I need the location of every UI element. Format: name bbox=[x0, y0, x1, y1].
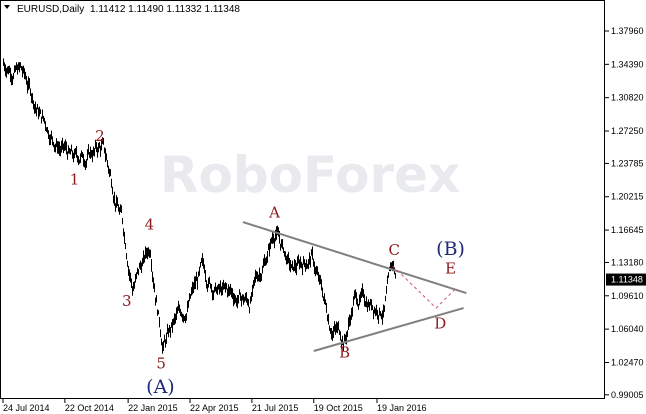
y-tick-label: 1.13180 bbox=[611, 257, 644, 267]
trendline bbox=[313, 307, 464, 352]
x-tick-label: 22 Apr 2015 bbox=[190, 403, 239, 413]
wave-label: 2 bbox=[95, 127, 105, 145]
current-price-label: 1.11348 bbox=[611, 275, 643, 285]
wave-label: (A) bbox=[146, 376, 175, 398]
y-tick-label: 1.16645 bbox=[611, 225, 644, 235]
y-tick-label: 1.34390 bbox=[611, 59, 644, 69]
current-price-marker bbox=[606, 273, 646, 286]
ohlc-readout: 1.11412 1.11490 1.11332 1.11348 bbox=[90, 4, 240, 15]
plot-frame bbox=[0, 0, 605, 399]
watermark-logo: RoboForex bbox=[160, 146, 460, 204]
y-tick-label: 1.09610 bbox=[611, 291, 644, 301]
wave-label: E bbox=[445, 259, 456, 277]
y-tick-label: 1.23785 bbox=[611, 158, 644, 168]
wave-label: (B) bbox=[436, 238, 465, 260]
x-tick-label: 19 Jan 2016 bbox=[377, 403, 427, 413]
wave-label: 1 bbox=[70, 171, 80, 189]
y-tick-label: 1.06040 bbox=[611, 324, 644, 334]
wave-label: B bbox=[339, 344, 350, 362]
x-tick-label: 19 Oct 2015 bbox=[314, 403, 363, 413]
x-tick-label: 24 Jul 2014 bbox=[3, 403, 50, 413]
wave-label: 4 bbox=[145, 216, 155, 234]
x-tick-label: 22 Oct 2014 bbox=[65, 403, 114, 413]
wave-projection bbox=[392, 265, 458, 309]
y-tick-label: 1.30820 bbox=[611, 93, 644, 103]
y-tick-label: 0.99005 bbox=[611, 390, 644, 400]
x-tick-label: 22 Jan 2015 bbox=[128, 403, 178, 413]
y-tick-label: 1.20215 bbox=[611, 192, 644, 202]
x-tick-label: 21 Jul 2015 bbox=[252, 403, 299, 413]
wave-label: D bbox=[434, 315, 446, 333]
y-tick-label: 1.02470 bbox=[611, 357, 644, 367]
wave-label: 3 bbox=[122, 292, 132, 310]
wave-label: A bbox=[268, 203, 280, 221]
trendline bbox=[242, 221, 467, 295]
symbol-title: EURUSD,Daily bbox=[17, 4, 84, 15]
wave-label: 5 bbox=[156, 355, 166, 373]
wave-label: C bbox=[388, 241, 399, 259]
triangle-down-icon[interactable] bbox=[4, 5, 10, 9]
y-tick-label: 1.27250 bbox=[611, 126, 644, 136]
y-tick-label: 1.37960 bbox=[611, 26, 644, 36]
